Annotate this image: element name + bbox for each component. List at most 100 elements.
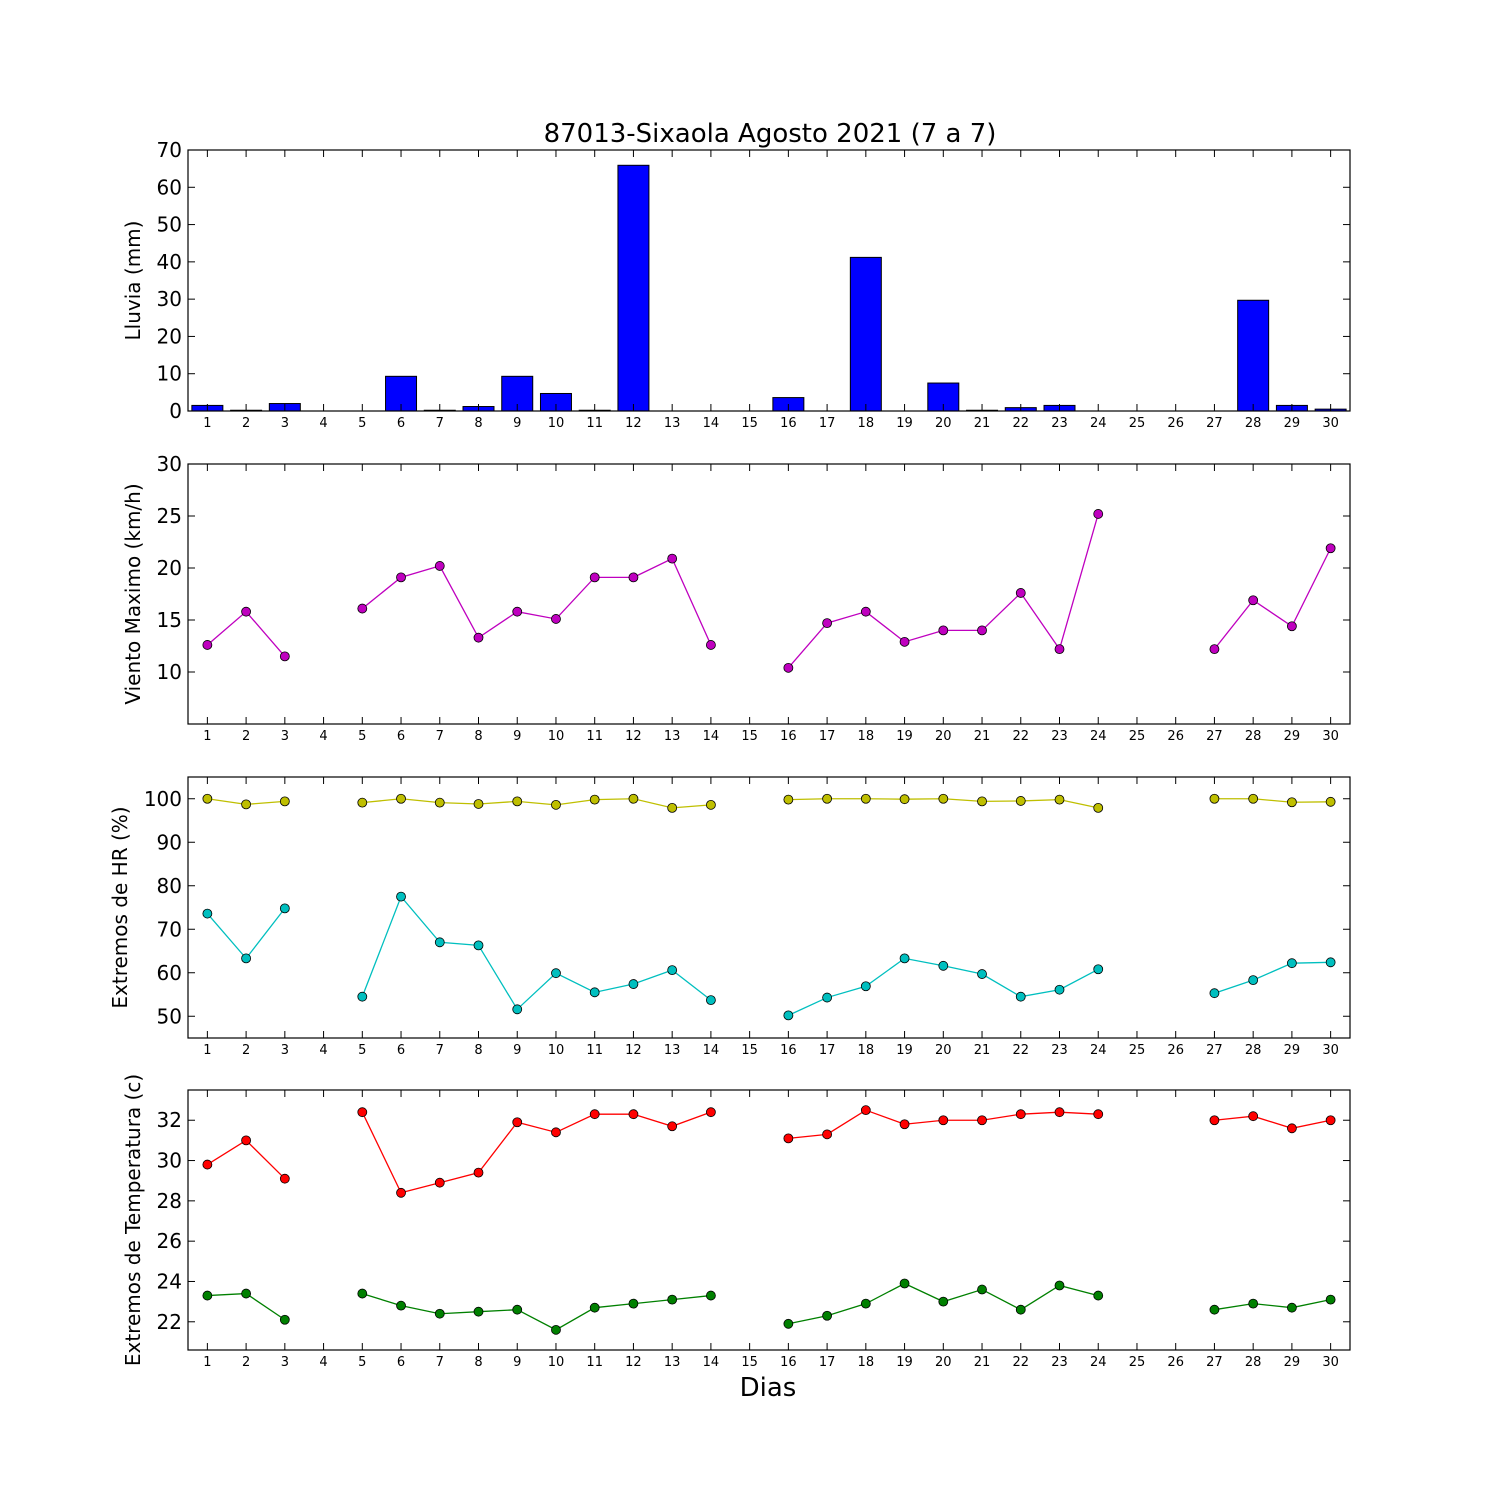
series-2-point-day-5 <box>357 1288 368 1299</box>
x-tick-label: 4 <box>319 416 327 431</box>
x-tick-label: 26 <box>1167 416 1184 431</box>
series-2-point-day-1 <box>202 908 213 919</box>
y-tick-label: 30 <box>157 452 182 476</box>
series-2-point-day-30 <box>1325 957 1336 968</box>
x-tick-label: 25 <box>1129 1355 1146 1370</box>
x-axis-label: Dias <box>740 1373 797 1403</box>
series-2-point-day-24 <box>1093 1290 1104 1301</box>
x-tick-label: 18 <box>858 1355 875 1370</box>
series-1-point-day-2 <box>241 799 252 810</box>
series-2-point-day-21 <box>977 969 987 979</box>
series-1-point-day-7 <box>434 561 445 571</box>
x-tick-label: 27 <box>1206 1355 1223 1370</box>
series-1-point-day-18 <box>860 1105 871 1116</box>
series-2-point-day-16 <box>783 1318 794 1329</box>
y-tick-label: 25 <box>157 504 182 528</box>
x-tick-label: 22 <box>1012 1043 1029 1058</box>
x-tick-label: 22 <box>1012 729 1029 744</box>
series-2-point-day-23 <box>1054 984 1065 995</box>
series-2-point-day-11 <box>589 1302 600 1313</box>
x-tick-label: 6 <box>397 416 405 431</box>
x-tick-label: 30 <box>1322 729 1339 744</box>
x-tick-label: 24 <box>1090 1355 1107 1370</box>
x-tick-label: 15 <box>741 729 758 744</box>
series-1-point-day-28 <box>1248 595 1259 606</box>
series-1-point-day-17 <box>822 618 832 629</box>
x-tick-label: 23 <box>1051 1355 1068 1370</box>
series-1-point-day-14 <box>706 799 716 810</box>
x-tick-label: 24 <box>1090 729 1107 744</box>
x-tick-label: 25 <box>1129 729 1146 744</box>
series-1-point-day-21 <box>977 625 987 636</box>
series-1-point-day-3 <box>279 796 290 807</box>
x-tick-label: 30 <box>1322 416 1339 431</box>
x-tick-label: 2 <box>242 1043 250 1058</box>
series-1-point-day-9 <box>512 606 523 617</box>
series-1-point-day-29 <box>1287 1123 1297 1134</box>
x-tick-label: 12 <box>625 729 642 744</box>
series-2-point-day-1 <box>202 1290 213 1301</box>
series-1-point-day-17 <box>822 793 832 804</box>
y-tick-label: 10 <box>157 660 182 684</box>
series-1-point-day-28 <box>1248 793 1259 804</box>
x-tick-label: 26 <box>1167 729 1184 744</box>
series-1-point-day-29 <box>1287 621 1297 632</box>
series-1-point-day-12 <box>628 1109 639 1120</box>
series-1-point-day-6 <box>396 1187 406 1198</box>
series-1-point-day-5 <box>357 603 368 614</box>
x-tick-label: 3 <box>281 416 289 431</box>
y-tick-label: 32 <box>157 1108 182 1132</box>
x-tick-label: 20 <box>935 1043 952 1058</box>
series-1-point-day-18 <box>860 606 871 617</box>
x-tick-label: 14 <box>703 416 720 431</box>
x-tick-label: 8 <box>474 1355 482 1370</box>
series-1-point-day-10 <box>551 799 561 810</box>
series-2-point-day-3 <box>279 903 290 914</box>
x-tick-label: 1 <box>203 416 211 431</box>
x-tick-label: 11 <box>586 1355 603 1370</box>
series-1-point-day-11 <box>589 1109 600 1120</box>
x-tick-label: 22 <box>1012 416 1029 431</box>
series-1-point-day-10 <box>551 1127 561 1138</box>
series-2-point-day-8 <box>473 1306 484 1317</box>
series-1-line <box>361 1111 712 1194</box>
series-1-point-day-6 <box>396 572 406 583</box>
series-1-point-day-10 <box>551 614 561 624</box>
series-1-point-day-17 <box>822 1129 832 1140</box>
series-2-point-day-13 <box>667 1294 678 1305</box>
x-tick-label: 28 <box>1245 1355 1262 1370</box>
series-2-point-day-27 <box>1209 988 1220 999</box>
x-tick-label: 9 <box>513 1355 521 1370</box>
plot-frame <box>187 1089 1351 1351</box>
series-1-line <box>1214 798 1331 803</box>
x-tick-label: 2 <box>242 416 250 431</box>
series-1-point-day-29 <box>1287 797 1297 808</box>
series-2-line <box>362 1292 711 1331</box>
series-1-point-day-20 <box>938 793 949 804</box>
series-1-point-day-21 <box>977 796 987 807</box>
x-tick-label: 12 <box>625 416 642 431</box>
x-tick-label: 12 <box>625 1355 642 1370</box>
series-1-point-day-16 <box>783 794 794 805</box>
x-tick-label: 6 <box>397 1355 405 1370</box>
series-2-point-day-29 <box>1287 1302 1297 1313</box>
series-2-point-day-5 <box>357 991 368 1002</box>
series-2-point-day-21 <box>977 1284 987 1295</box>
series-1-point-day-2 <box>241 1135 252 1146</box>
series-2-point-day-8 <box>473 940 484 951</box>
x-tick-label: 5 <box>358 1355 366 1370</box>
series-1-point-day-9 <box>512 1117 523 1128</box>
series-1-point-day-24 <box>1093 1109 1104 1120</box>
series-1-point-day-9 <box>512 796 523 807</box>
x-tick-label: 8 <box>474 1043 482 1058</box>
series-1-point-day-21 <box>977 1115 987 1126</box>
series-2-point-day-11 <box>589 987 600 998</box>
y-tick-label: 30 <box>157 287 182 311</box>
x-tick-label: 20 <box>935 729 952 744</box>
x-tick-label: 16 <box>780 416 797 431</box>
series-1-point-day-20 <box>938 625 949 636</box>
series-2-point-day-19 <box>899 1278 910 1289</box>
